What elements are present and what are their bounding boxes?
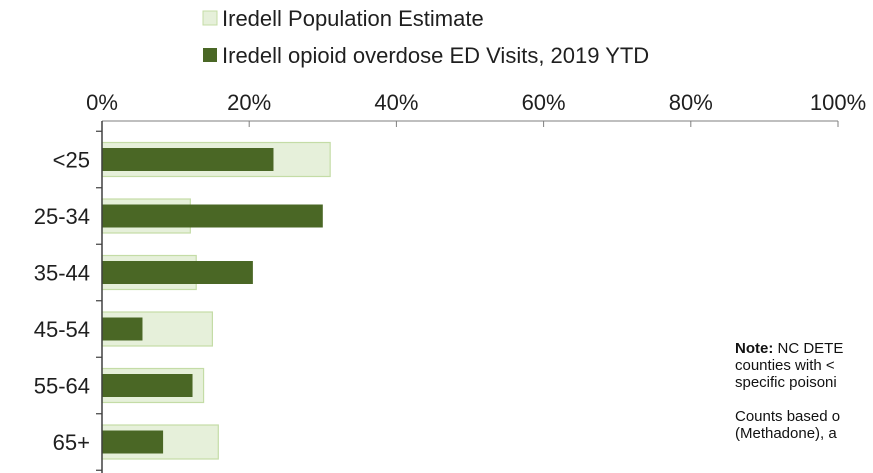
x-tick-label: 80%: [669, 90, 713, 115]
note-line-3: specific poisoni: [735, 374, 837, 391]
x-tick-label: 60%: [522, 90, 566, 115]
y-category-label: 25-34: [34, 204, 90, 229]
bar-ed-visits: [102, 317, 143, 341]
y-category-label: 35-44: [34, 261, 90, 286]
x-axis-ticks: 0% 20% 40% 60% 80% 100%: [86, 90, 866, 115]
bar-ed-visits: [102, 148, 274, 171]
note-text: Note: NC DETE counties with < specific p…: [735, 340, 873, 442]
y-category-label: <25: [53, 148, 90, 173]
x-tick-label: 0%: [86, 90, 118, 115]
bars: [101, 141, 331, 460]
legend-swatch-population: [202, 10, 218, 26]
legend-swatch-ed-visits: [203, 48, 217, 62]
note-line-1: Note: NC DETE: [735, 340, 844, 357]
y-axis-labels: <25 25-34 35-44 45-54 55-64 65+: [34, 148, 90, 456]
bar-ed-visits: [102, 261, 253, 284]
note-line-5: (Methadone), a: [735, 425, 837, 442]
legend: Iredell Population Estimate Iredell opioi…: [202, 6, 649, 68]
note-line-4: Counts based o: [735, 408, 841, 425]
bar-ed-visits: [102, 374, 193, 397]
y-category-label: 65+: [53, 430, 90, 455]
axes: [96, 120, 839, 473]
bar-ed-visits: [102, 204, 323, 228]
x-tick-label: 20%: [227, 90, 271, 115]
y-category-label: 55-64: [34, 374, 90, 399]
note-line-2: counties with <: [735, 357, 835, 374]
x-tick-label: 100%: [810, 90, 866, 115]
legend-label-population: Iredell Population Estimate: [222, 6, 484, 31]
bar-ed-visits: [102, 430, 164, 454]
legend-label-ed-visits: Iredell opioid overdose ED Visits, 2019 …: [222, 43, 649, 68]
x-tick-label: 40%: [374, 90, 418, 115]
y-category-label: 45-54: [34, 317, 90, 342]
